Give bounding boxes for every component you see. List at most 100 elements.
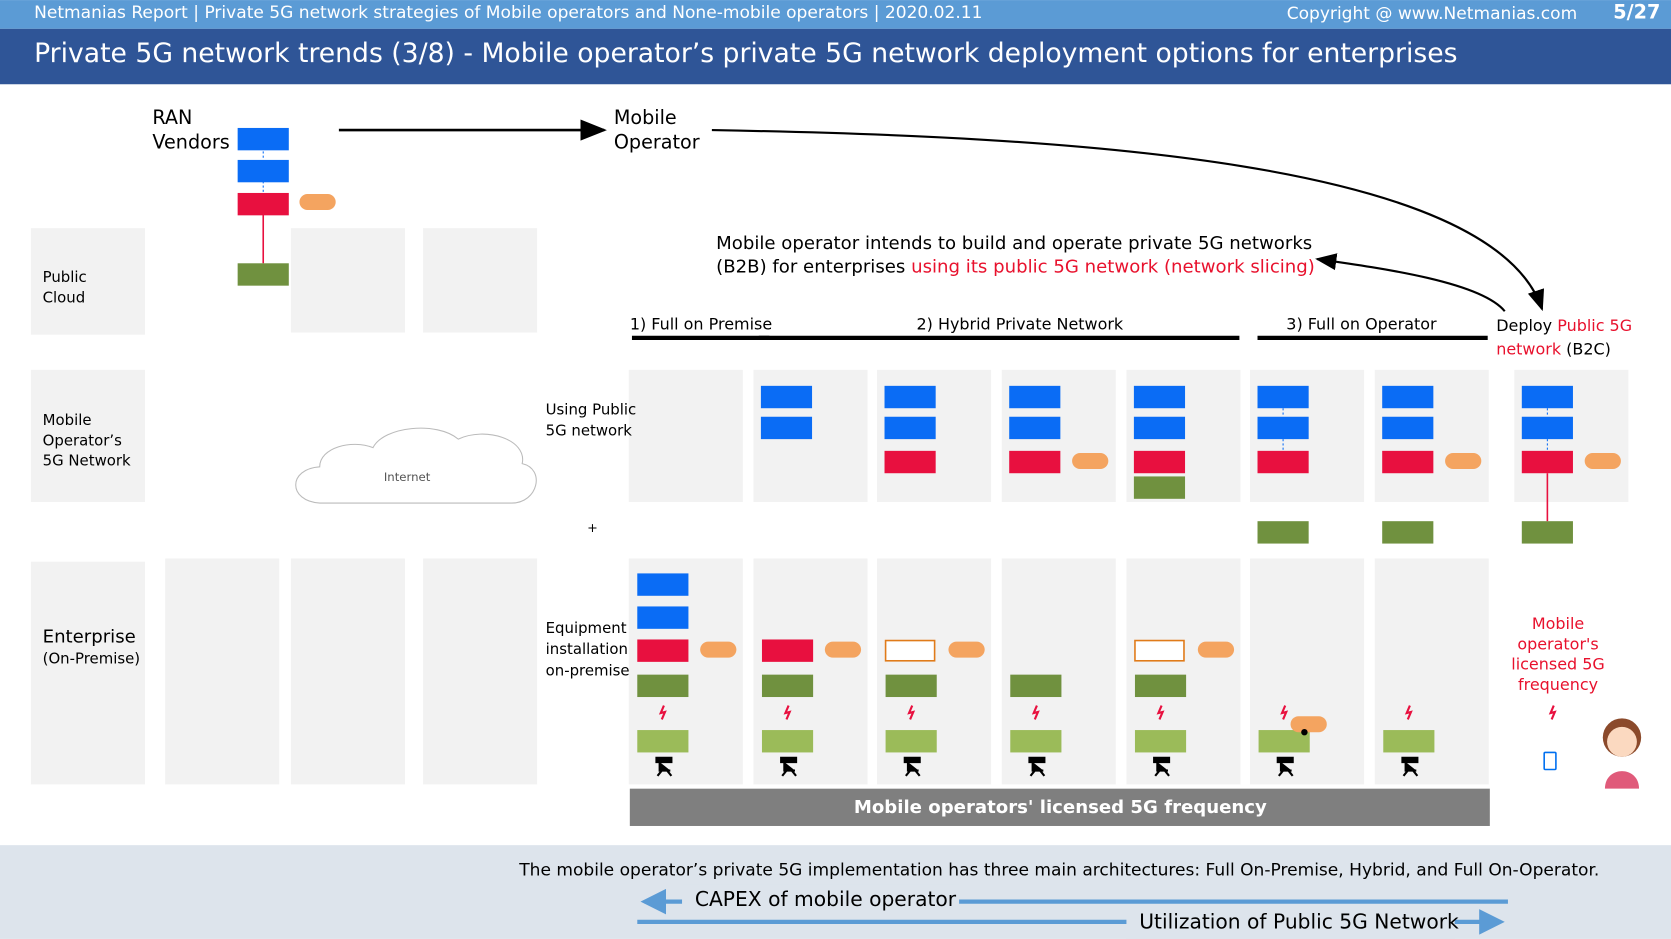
radio-link bbox=[783, 705, 792, 720]
equipment: Equipment bbox=[546, 619, 627, 637]
block bbox=[1521, 450, 1573, 474]
row-label: 5G Network bbox=[43, 452, 131, 470]
block bbox=[884, 450, 936, 474]
frequency-bar-label: Mobile operators' licensed 5G frequency bbox=[854, 797, 1267, 818]
footer-summary: The mobile operator’s private 5G impleme… bbox=[518, 861, 1599, 881]
radio-link bbox=[658, 705, 667, 720]
block bbox=[237, 263, 289, 286]
block bbox=[761, 730, 814, 753]
panel bbox=[423, 558, 538, 785]
row-label: Enterprise bbox=[43, 626, 136, 647]
user-icon bbox=[1543, 718, 1642, 789]
device bbox=[1197, 641, 1235, 658]
device bbox=[1072, 452, 1109, 469]
licensed-line: operator's bbox=[1517, 634, 1598, 653]
row-label: Operator’s bbox=[43, 431, 122, 449]
licensed-line: licensed 5G bbox=[1511, 655, 1605, 674]
block bbox=[1521, 416, 1573, 440]
licensed-line: Mobile bbox=[1532, 614, 1584, 633]
header-copyright: Copyright @ www.Netmanias.com bbox=[1287, 4, 1578, 24]
arrow bbox=[1315, 253, 1506, 312]
block bbox=[884, 416, 936, 440]
device bbox=[700, 641, 737, 658]
ran-label: Vendors bbox=[152, 130, 229, 153]
block-empty bbox=[884, 639, 936, 662]
block bbox=[1134, 674, 1187, 698]
deploy-text: Deploy bbox=[1496, 316, 1557, 335]
terminal bbox=[1028, 756, 1046, 777]
operator-label: Mobile bbox=[614, 106, 677, 129]
block bbox=[1133, 450, 1186, 474]
radio-link bbox=[1280, 705, 1289, 720]
block bbox=[761, 674, 814, 698]
panel bbox=[290, 228, 405, 333]
block bbox=[1257, 450, 1309, 474]
using-public: 5G network bbox=[546, 422, 633, 440]
block bbox=[1134, 730, 1187, 753]
page-number: 5/27 bbox=[1613, 0, 1660, 23]
block bbox=[1009, 416, 1061, 440]
licensed-line: frequency bbox=[1518, 675, 1598, 694]
block bbox=[237, 159, 289, 183]
terminal bbox=[780, 756, 798, 777]
block bbox=[637, 639, 689, 662]
internet-label: Internet bbox=[384, 470, 431, 484]
radio-link bbox=[1031, 705, 1040, 720]
device bbox=[824, 641, 862, 658]
radio-link bbox=[1404, 705, 1413, 720]
block bbox=[884, 385, 936, 409]
block bbox=[885, 730, 937, 753]
terminal bbox=[1276, 756, 1294, 777]
block bbox=[885, 674, 937, 698]
block bbox=[1382, 416, 1434, 440]
block bbox=[1009, 385, 1061, 409]
panel bbox=[30, 369, 145, 503]
utilization-box bbox=[1126, 906, 1455, 939]
blocks bbox=[237, 127, 1621, 777]
panel bbox=[628, 369, 743, 503]
block bbox=[760, 385, 813, 409]
row-labels: Public Cloud Mobile Operator’s 5G Networ… bbox=[43, 268, 141, 668]
panel bbox=[30, 561, 145, 785]
block bbox=[1258, 730, 1310, 753]
deploy-text: (B2C) bbox=[1561, 339, 1611, 358]
panel bbox=[30, 228, 145, 335]
header-bar bbox=[0, 0, 1671, 29]
block bbox=[1010, 674, 1062, 698]
block-empty bbox=[1134, 639, 1185, 662]
annotation-text: (B2B) for enterprises bbox=[716, 257, 911, 278]
device bbox=[299, 194, 336, 211]
section-label: 3) Full on Operator bbox=[1286, 315, 1437, 334]
annotation-red: using its public 5G network (network sli… bbox=[911, 257, 1315, 278]
capex-label: CAPEX of mobile operator bbox=[695, 887, 957, 911]
title-bar bbox=[0, 28, 1671, 85]
utilization-label: Utilization of Public 5G Network bbox=[1139, 909, 1459, 933]
block bbox=[637, 674, 689, 698]
boxes bbox=[30, 228, 1629, 785]
ran-label: RAN bbox=[152, 106, 192, 129]
arrow bbox=[711, 129, 1544, 312]
operator-label: Operator bbox=[614, 130, 700, 153]
block bbox=[1010, 730, 1062, 753]
block bbox=[1382, 450, 1434, 474]
block bbox=[1133, 385, 1186, 409]
radio-link bbox=[1156, 705, 1165, 720]
block bbox=[637, 606, 689, 629]
deploy-red: Public 5G bbox=[1557, 316, 1632, 335]
device bbox=[948, 641, 985, 658]
block bbox=[637, 573, 689, 596]
block bbox=[761, 639, 814, 662]
annotation: Mobile operator intends to build and ope… bbox=[716, 233, 1312, 254]
block bbox=[237, 192, 289, 216]
slide-title: Private 5G network trends (3/8) - Mobile… bbox=[34, 38, 1457, 69]
terminal bbox=[1401, 756, 1419, 777]
row-label: Cloud bbox=[43, 288, 86, 306]
terminal bbox=[903, 756, 921, 777]
device bbox=[1445, 452, 1482, 469]
terminal bbox=[1153, 756, 1171, 777]
block bbox=[1009, 450, 1061, 474]
radio-link bbox=[1548, 705, 1557, 720]
block bbox=[1383, 730, 1435, 753]
